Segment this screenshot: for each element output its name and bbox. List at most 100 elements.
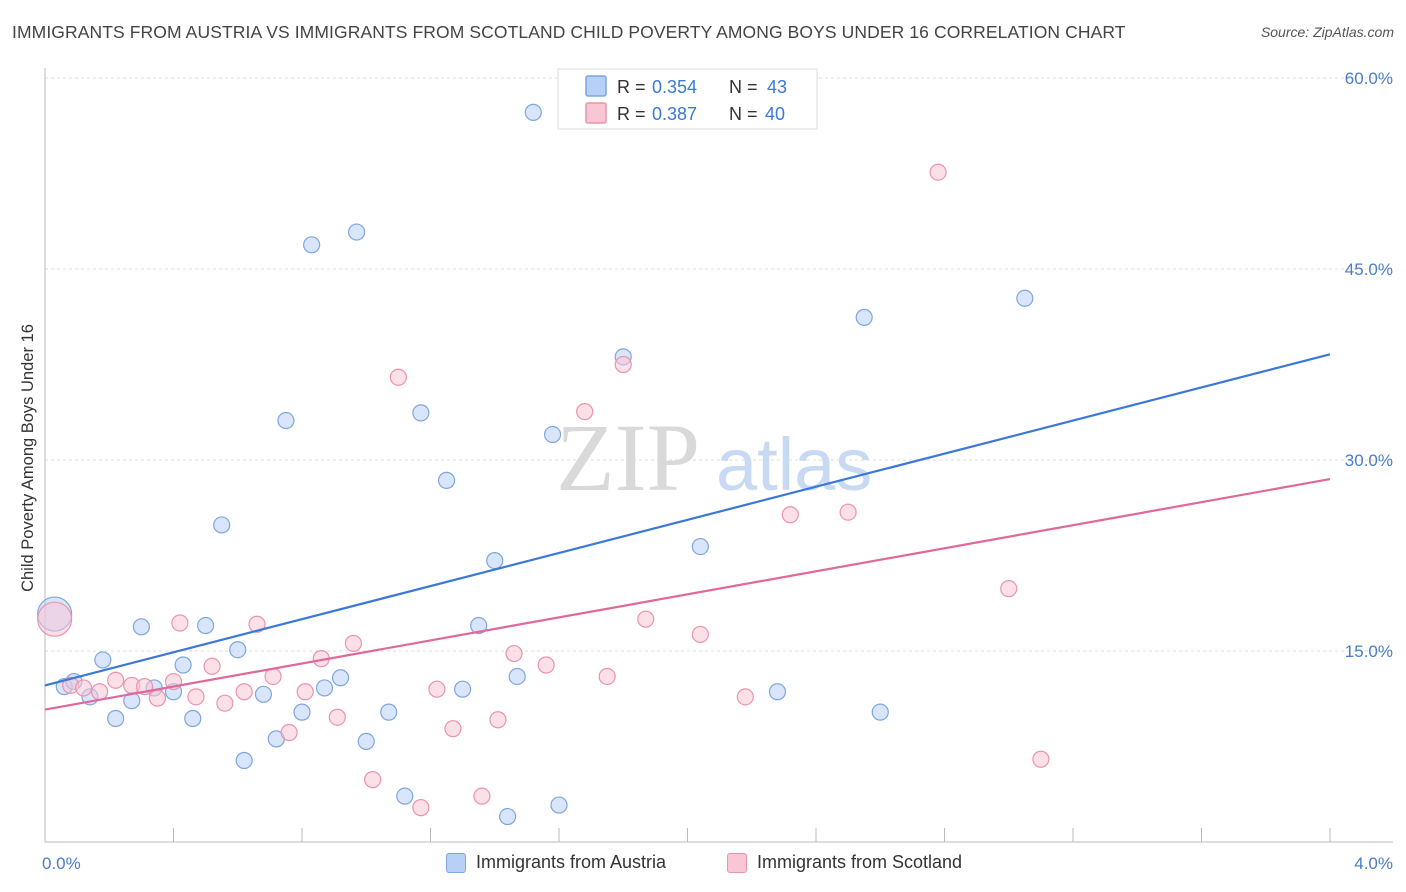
- point-scotland-11: [203, 657, 221, 675]
- legend-swatch-scotland-bottom: [727, 852, 747, 873]
- legend-r-value-austria: 0.354: [652, 77, 697, 97]
- chart-source: Source: ZipAtlas.com: [1260, 24, 1394, 40]
- point-austria-23: [348, 223, 366, 241]
- data-points: [37, 103, 1050, 826]
- y-tick-label-45: 45.0%: [1345, 260, 1393, 279]
- trend-lines: [44, 353, 1331, 711]
- watermark-atlas: atlas: [716, 423, 872, 506]
- y-axis-label: Child Poverty Among Boys Under 16: [19, 324, 37, 592]
- point-austria-35: [543, 425, 562, 444]
- point-scotland-36: [781, 506, 799, 524]
- legend-r-label-austria: R =: [617, 77, 646, 97]
- chart-title: IMMIGRANTS FROM AUSTRIA VS IMMIGRANTS FR…: [12, 22, 1126, 42]
- point-scotland-39: [1000, 580, 1018, 598]
- point-austria-13: [213, 516, 231, 534]
- point-scotland-34: [691, 625, 709, 644]
- point-scotland-31: [598, 667, 616, 686]
- y-tick-label-15: 15.0%: [1345, 642, 1393, 661]
- point-austria-22: [331, 669, 350, 687]
- point-austria-29: [454, 680, 472, 698]
- trend-line-scotland: [44, 478, 1331, 711]
- point-scotland-28: [505, 644, 523, 663]
- point-scotland-23: [412, 799, 430, 817]
- point-austria-42: [1016, 289, 1034, 307]
- point-austria-5: [107, 709, 125, 728]
- point-scotland-15: [264, 667, 282, 686]
- bottom-legend-scotland: Immigrants from Scotland: [727, 852, 962, 873]
- point-austria-41: [871, 703, 889, 721]
- legend-box: R = 0.354 N = 43 R = 0.387 N = 40: [557, 68, 818, 130]
- point-scotland-37: [839, 503, 857, 521]
- point-scotland-17: [296, 683, 314, 701]
- legend-swatch-scotland: [585, 102, 607, 124]
- point-scotland-13: [235, 683, 253, 701]
- legend-n-value-scotland: 40: [765, 104, 785, 124]
- point-austria-26: [396, 787, 414, 805]
- point-scotland-30: [576, 403, 594, 421]
- point-austria-38: [691, 537, 709, 556]
- y-tick-label-30: 30.0%: [1345, 451, 1393, 470]
- point-scotland-9: [171, 614, 189, 632]
- y-tick-labels: 15.0% 30.0% 45.0% 60.0%: [1345, 69, 1393, 661]
- point-austria-40: [855, 308, 873, 326]
- point-scotland-16: [280, 723, 298, 742]
- watermark: ZIP atlas: [556, 404, 872, 511]
- point-austria-18: [277, 411, 295, 430]
- bottom-legend-austria: Immigrants from Austria: [446, 852, 666, 873]
- point-scotland-2: [74, 679, 93, 697]
- point-austria-4: [94, 651, 112, 669]
- point-scotland-33: [637, 610, 655, 628]
- point-austria-33: [508, 667, 526, 686]
- legend-label-scotland: Immigrants from Scotland: [757, 852, 963, 872]
- point-scotland-20: [344, 634, 362, 652]
- point-scotland-29: [537, 656, 555, 674]
- legend-r-value-scotland: 0.387: [652, 104, 697, 124]
- point-scotland-22: [389, 368, 407, 386]
- point-austria-21: [315, 679, 334, 697]
- point-austria-15: [235, 751, 253, 770]
- point-austria-32: [499, 807, 517, 826]
- point-scotland-32: [614, 355, 632, 374]
- point-austria-16: [254, 685, 273, 703]
- point-austria-34: [524, 103, 542, 121]
- legend-r-label-scotland: R =: [617, 104, 646, 124]
- point-austria-25: [380, 703, 398, 721]
- x-tick-label-max: 4.0%: [1354, 854, 1393, 873]
- legend-n-label-austria: N =: [729, 77, 758, 97]
- point-austria-19: [293, 703, 311, 721]
- point-scotland-14: [248, 615, 266, 633]
- point-austria-20: [303, 236, 321, 254]
- point-scotland-35: [736, 688, 754, 706]
- point-scotland-21: [364, 771, 382, 789]
- point-scotland-3: [91, 683, 109, 701]
- point-austria-28: [437, 471, 456, 489]
- legend-label-austria: Immigrants from Austria: [476, 852, 667, 872]
- point-austria-24: [357, 732, 375, 751]
- point-scotland-0: [37, 601, 73, 637]
- trend-line-austria: [44, 353, 1331, 687]
- point-scotland-27: [489, 711, 507, 729]
- point-scotland-4: [107, 671, 125, 689]
- point-scotland-24: [428, 680, 446, 698]
- x-tick-label-min: 0.0%: [42, 854, 81, 873]
- gridlines: [45, 77, 1393, 652]
- legend-swatch-austria-bottom: [446, 852, 466, 873]
- point-austria-12: [197, 616, 215, 635]
- point-austria-36: [550, 796, 568, 814]
- point-scotland-25: [444, 720, 462, 738]
- legend-swatch-austria: [585, 75, 607, 97]
- legend-n-value-austria: 43: [767, 77, 787, 97]
- point-austria-11: [184, 709, 202, 728]
- point-scotland-19: [328, 708, 346, 726]
- point-austria-30: [470, 616, 488, 635]
- point-austria-14: [229, 641, 247, 659]
- y-tick-label-60: 60.0%: [1345, 69, 1393, 88]
- point-scotland-10: [187, 688, 205, 706]
- point-austria-10: [174, 656, 192, 674]
- point-scotland-38: [929, 163, 947, 181]
- legend-n-label-scotland: N =: [729, 104, 758, 124]
- point-scotland-40: [1032, 750, 1050, 768]
- point-scotland-12: [216, 694, 234, 712]
- point-austria-31: [486, 551, 504, 570]
